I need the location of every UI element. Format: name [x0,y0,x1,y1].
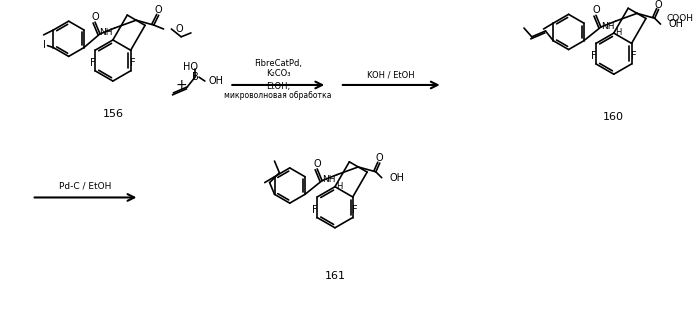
Text: +: + [176,78,187,92]
Text: NH: NH [99,28,112,37]
Text: OH: OH [669,19,683,29]
Text: 156: 156 [103,109,124,119]
Text: F: F [631,51,637,61]
Text: KOH / EtOH: KOH / EtOH [367,71,415,80]
Text: OH: OH [389,173,405,183]
Text: F: F [130,58,135,68]
Text: O: O [313,159,321,169]
Text: O: O [655,0,662,10]
Text: F: F [591,51,597,61]
Text: O: O [376,153,384,163]
Text: I: I [43,40,45,50]
Text: NH: NH [322,175,336,184]
Text: Pd-C / EtOH: Pd-C / EtOH [59,181,112,190]
Text: NH: NH [601,22,614,31]
Text: микроволновая обработка: микроволновая обработка [225,91,332,100]
Text: HO: HO [183,62,198,72]
Text: OH: OH [209,76,224,86]
Text: 161: 161 [325,271,346,281]
Text: FibreCatPd,: FibreCatPd, [254,59,302,68]
Text: O: O [91,12,99,22]
Text: EtOH,: EtOH, [266,83,290,91]
Text: O: O [155,6,163,15]
Text: O: O [175,24,183,34]
Text: K₂CO₃: K₂CO₃ [266,69,290,78]
Text: H: H [615,28,622,37]
Text: B: B [192,72,198,82]
Text: O: O [592,6,600,15]
Text: COOH: COOH [667,14,693,23]
Text: F: F [352,205,357,215]
Text: 160: 160 [603,112,624,122]
Text: F: F [90,58,96,68]
Text: F: F [313,205,318,215]
Text: H: H [336,182,343,191]
